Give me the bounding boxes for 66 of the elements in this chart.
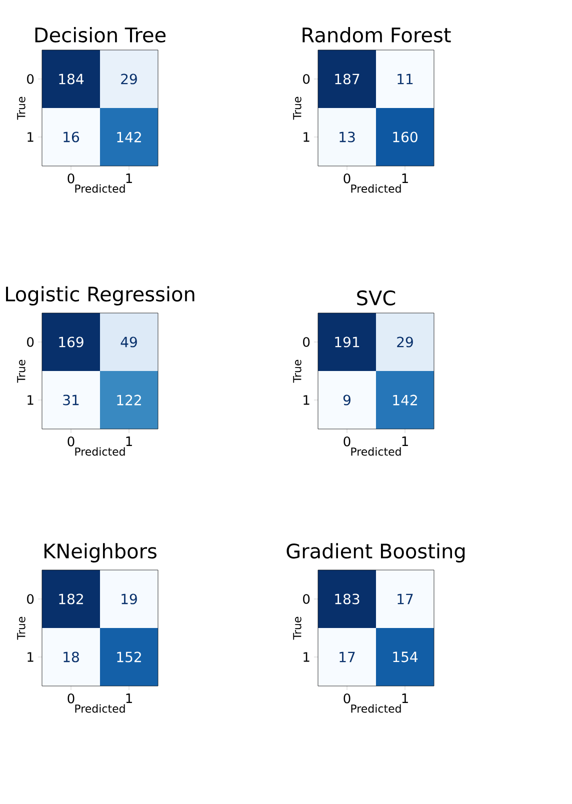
y-tick-label: 0: [303, 74, 310, 84]
x-tick-label: 1: [402, 436, 408, 446]
y-tick-label: 1: [304, 132, 310, 142]
data-label: 183: [335, 594, 360, 604]
data-label: 122: [117, 394, 141, 406]
x-axis-title: Predicted: [75, 184, 125, 193]
y-axis-title: True: [17, 96, 26, 120]
y-tick-label: 0: [303, 337, 310, 347]
x-axis-title: Predicted: [75, 447, 125, 456]
y-tick-label: 1: [28, 132, 34, 142]
data-label: 31: [63, 394, 79, 406]
y-axis-title: True: [293, 96, 302, 120]
chart-title: Gradient Boosting: [286, 543, 465, 562]
data-label: 49: [120, 336, 137, 348]
data-label: 29: [121, 74, 137, 84]
y-tick-label: 1: [304, 395, 310, 405]
x-tick-label: 1: [402, 174, 408, 184]
data-label: 11: [398, 74, 413, 84]
y-tick-label: 0: [27, 74, 34, 84]
y-axis-title: True: [17, 360, 26, 383]
data-label: 187: [335, 74, 360, 84]
y-tick-label: 1: [304, 652, 310, 662]
chart-title: Random Forest: [302, 26, 451, 42]
data-label: 169: [59, 336, 84, 348]
data-label: 19: [122, 594, 137, 604]
data-label: 17: [398, 594, 413, 604]
data-label: 142: [117, 132, 141, 142]
x-axis-title: Predicted: [351, 704, 401, 713]
x-tick-label: 0: [344, 436, 350, 446]
y-axis-title: True: [17, 616, 26, 640]
x-tick-label: 0: [68, 174, 74, 184]
y-tick-label: 1: [28, 652, 34, 662]
data-label: 152: [117, 652, 141, 662]
x-tick-label: 0: [344, 174, 350, 184]
y-tick-label: 0: [27, 594, 34, 604]
chart-title: Logistic Regression: [6, 286, 194, 306]
data-label: 13: [340, 132, 355, 142]
y-axis-title: True: [293, 616, 302, 640]
data-label: 182: [59, 594, 83, 604]
data-label: 160: [393, 132, 418, 142]
y-axis-title: True: [293, 360, 302, 383]
data-label: 154: [393, 652, 418, 662]
x-tick-label: 0: [68, 694, 74, 704]
y-tick-label: 1: [28, 395, 34, 405]
data-label: 142: [393, 394, 417, 406]
data-label: 9: [343, 394, 350, 406]
x-axis-title: Predicted: [351, 184, 401, 193]
x-tick-label: 1: [126, 694, 132, 704]
x-axis-title: Predicted: [351, 447, 401, 456]
chart-title: SVC: [357, 290, 396, 306]
x-tick-label: 1: [126, 436, 132, 446]
y-tick-label: 0: [303, 594, 310, 604]
chart-title: Decision Tree: [35, 26, 166, 42]
data-label: 18: [64, 652, 79, 662]
data-label: 17: [340, 652, 355, 662]
chart-title: KNeighbors: [44, 543, 156, 562]
x-tick-label: 1: [402, 694, 408, 704]
y-tick-label: 0: [27, 337, 34, 347]
data-label: 16: [64, 132, 80, 142]
data-label: 29: [397, 336, 413, 348]
x-tick-label: 1: [126, 174, 132, 184]
x-axis-title: Predicted: [75, 704, 125, 713]
x-tick-label: 0: [344, 694, 350, 704]
data-label: 191: [335, 336, 360, 348]
x-tick-label: 0: [68, 436, 74, 446]
data-label: 184: [59, 74, 84, 84]
